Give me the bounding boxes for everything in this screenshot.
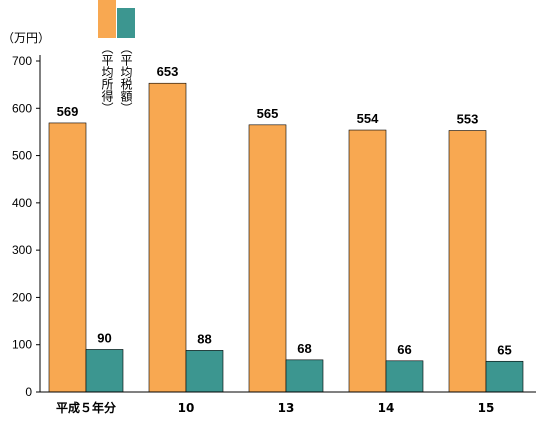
bar — [248, 124, 287, 393]
value-label: 88 — [197, 331, 211, 346]
y-tick-label: 600 — [12, 101, 32, 115]
x-tick-label: 15 — [478, 401, 495, 415]
x-tick-label: 平成５年分 — [56, 400, 116, 415]
y-tick-label: 400 — [12, 196, 32, 210]
legend-swatch — [117, 8, 135, 38]
legend-label: （平均所得） — [100, 42, 114, 114]
value-label: 554 — [357, 111, 379, 126]
x-tick-label: 10 — [178, 401, 195, 415]
y-tick-label: 0 — [25, 385, 32, 399]
y-axis-label: （万円） — [2, 31, 50, 45]
bar — [48, 122, 87, 393]
bar — [285, 359, 324, 393]
value-label: 565 — [257, 106, 279, 121]
y-tick-label: 300 — [12, 243, 32, 257]
y-tick-label: 500 — [12, 149, 32, 163]
x-tick-label: 13 — [278, 401, 295, 415]
bar — [448, 130, 487, 393]
bar — [485, 360, 524, 393]
legend-swatch — [98, 0, 116, 38]
bar — [385, 360, 424, 393]
bar — [85, 349, 124, 393]
value-label: 90 — [97, 330, 111, 345]
legend-label: （平均税額） — [119, 42, 133, 114]
bar — [148, 82, 187, 393]
x-tick-label: 14 — [378, 401, 395, 415]
y-tick-label: 100 — [12, 338, 32, 352]
bar — [348, 129, 387, 393]
y-tick-label: 200 — [12, 290, 32, 304]
value-label: 65 — [497, 342, 511, 357]
bar — [185, 350, 224, 393]
y-tick-label: 700 — [12, 54, 32, 68]
value-label: 569 — [57, 104, 79, 119]
value-label: 66 — [397, 342, 411, 357]
value-label: 553 — [457, 112, 479, 127]
value-label: 653 — [157, 64, 179, 79]
value-label: 68 — [297, 341, 311, 356]
